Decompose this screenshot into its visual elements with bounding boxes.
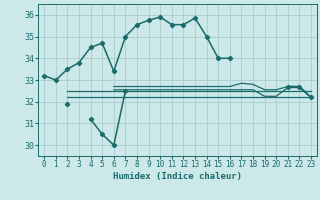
- X-axis label: Humidex (Indice chaleur): Humidex (Indice chaleur): [113, 172, 242, 181]
